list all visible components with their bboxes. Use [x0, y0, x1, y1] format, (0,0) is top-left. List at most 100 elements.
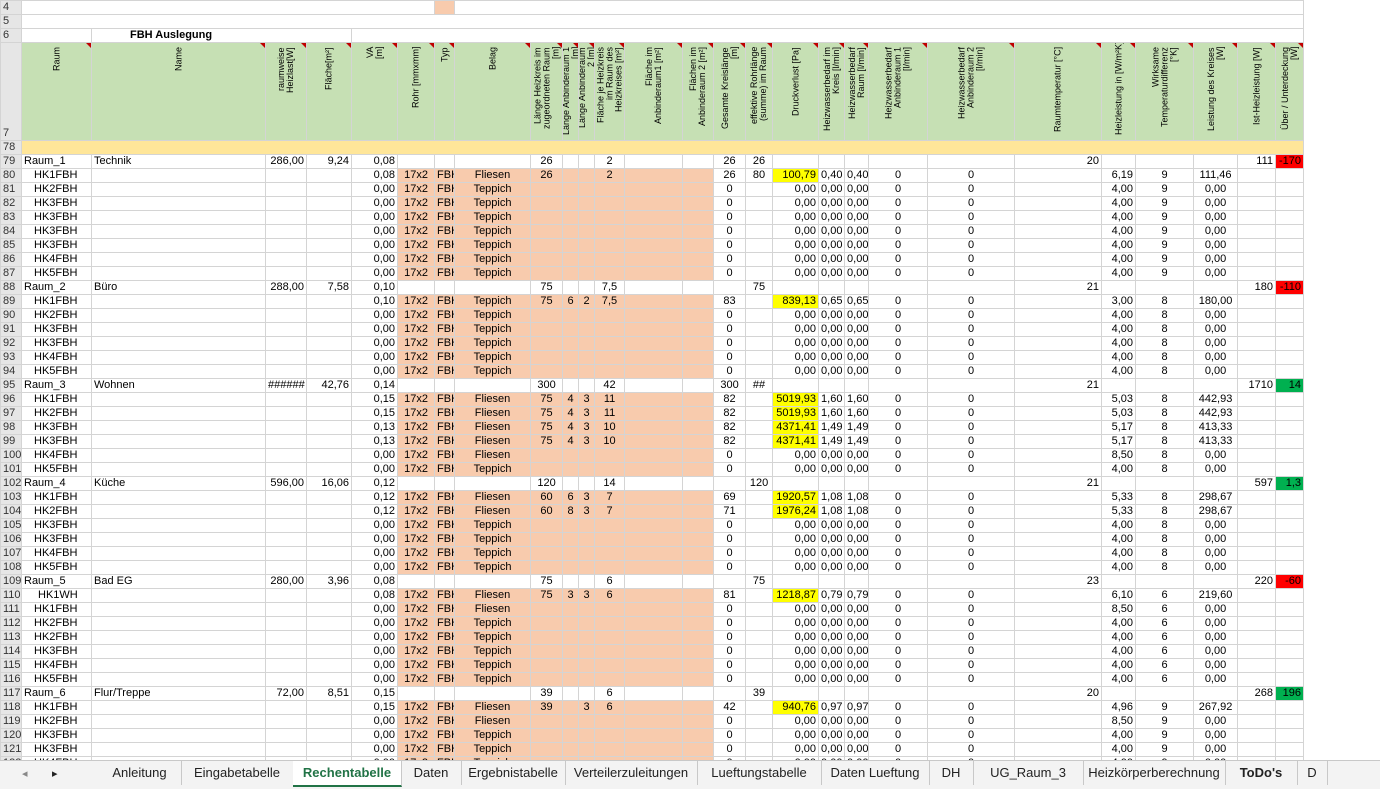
- cell-an1[interactable]: [562, 686, 580, 701]
- cell-dt[interactable]: 6: [1135, 672, 1195, 687]
- cell-va[interactable]: 0,15: [351, 700, 398, 715]
- cell-typ[interactable]: FBH: [434, 434, 456, 449]
- cell-hl[interactable]: 4,00: [1101, 658, 1137, 673]
- cell-hw[interactable]: 0,00: [818, 448, 846, 463]
- cell-ges[interactable]: 0: [713, 532, 747, 547]
- cell-a2[interactable]: 0: [927, 462, 1016, 477]
- cell-hw[interactable]: 0,00: [818, 210, 846, 225]
- cell-eff[interactable]: 120: [745, 476, 774, 491]
- cell-diff[interactable]: 196: [1275, 686, 1305, 701]
- cell-a2[interactable]: 0: [927, 322, 1016, 337]
- cell-diff[interactable]: [1275, 644, 1305, 659]
- cell-typ[interactable]: FBH: [434, 532, 456, 547]
- cell-ges[interactable]: 0: [713, 630, 747, 645]
- room-row[interactable]: 95 Raum_3 Wohnen ###### 42,76 0,14 300 42 300 ## 2…: [0, 378, 1305, 393]
- cell-fl2[interactable]: [682, 336, 715, 351]
- column-header[interactable]: Raumtemperatur [°C]: [1014, 42, 1103, 141]
- cell-a2[interactable]: 0: [927, 644, 1016, 659]
- cell-hw[interactable]: [818, 476, 846, 491]
- cell-dt[interactable]: 9: [1135, 714, 1195, 729]
- cell-fl_hk[interactable]: [594, 546, 626, 561]
- cell-ges[interactable]: 0: [713, 182, 747, 197]
- cell-va[interactable]: 0,08: [351, 574, 398, 589]
- cell-rohr[interactable]: [396, 378, 436, 393]
- cell-fl2[interactable]: [682, 686, 715, 701]
- cell-an1[interactable]: [562, 728, 580, 743]
- cell-a1[interactable]: 0: [868, 644, 929, 659]
- cell-druck[interactable]: [772, 686, 820, 701]
- cell-ges[interactable]: 300: [713, 378, 747, 393]
- sheet-tab[interactable]: Daten: [401, 761, 462, 785]
- cell-eff[interactable]: 75: [745, 280, 774, 295]
- cell-diff[interactable]: [1275, 434, 1305, 449]
- cell-diff[interactable]: [1275, 420, 1305, 435]
- cell-temp[interactable]: [1014, 448, 1103, 463]
- cell-lk[interactable]: 298,67: [1193, 490, 1239, 505]
- cell-ges[interactable]: 0: [713, 196, 747, 211]
- cell-hwr[interactable]: 0,00: [844, 196, 870, 211]
- cell-lk[interactable]: 180,00: [1193, 294, 1239, 309]
- cell-hl[interactable]: 4,00: [1101, 560, 1137, 575]
- cell-eff[interactable]: [745, 644, 774, 659]
- cell-hwr[interactable]: 0,00: [844, 182, 870, 197]
- cell-temp[interactable]: [1014, 364, 1103, 379]
- cell-an2[interactable]: [578, 168, 596, 183]
- cell-fl1[interactable]: [624, 630, 684, 645]
- cell-typ[interactable]: FBH: [434, 728, 456, 743]
- cell-belag[interactable]: Fliesen: [454, 420, 532, 435]
- cell-hw[interactable]: 0,00: [818, 182, 846, 197]
- cell-raum[interactable]: Raum_5: [21, 574, 92, 589]
- cell-fl2[interactable]: [682, 322, 715, 337]
- cell-va[interactable]: 0,15: [351, 392, 398, 407]
- cell-name[interactable]: [91, 700, 266, 715]
- cell-fl_hk[interactable]: [594, 714, 626, 729]
- cell-eff[interactable]: 26: [745, 154, 774, 169]
- cell-a1[interactable]: [868, 476, 929, 491]
- cell-heizlast[interactable]: [265, 350, 307, 365]
- cell-druck[interactable]: 940,76: [772, 700, 820, 715]
- cell-belag[interactable]: Fliesen: [454, 448, 532, 463]
- cell-lk[interactable]: 219,60: [1193, 588, 1239, 603]
- cell-a2[interactable]: [927, 154, 1016, 169]
- cell-druck[interactable]: [772, 154, 820, 169]
- cell-flaeche[interactable]: [306, 266, 352, 281]
- cell-ist[interactable]: [1237, 728, 1277, 743]
- cell-name[interactable]: [91, 560, 266, 575]
- cell-eff[interactable]: [745, 434, 774, 449]
- row-header[interactable]: 102: [0, 476, 22, 491]
- cell-fl1[interactable]: [624, 490, 684, 505]
- cell-dt[interactable]: 8: [1135, 518, 1195, 533]
- cell-rohr[interactable]: 17x2: [396, 728, 436, 743]
- cell-fl2[interactable]: [682, 224, 715, 239]
- cell-fl2[interactable]: [682, 602, 715, 617]
- cell-name[interactable]: [91, 182, 266, 197]
- cell-fl_hk[interactable]: [594, 742, 626, 757]
- cell-eff[interactable]: [745, 532, 774, 547]
- cell-temp[interactable]: 20: [1014, 686, 1103, 701]
- cell-raum[interactable]: HK4FBH: [21, 252, 92, 267]
- cell-lk[interactable]: 267,92: [1193, 700, 1239, 715]
- cell-laenge[interactable]: 26: [530, 168, 564, 183]
- cell-rohr[interactable]: 17x2: [396, 518, 436, 533]
- row-header[interactable]: 7: [0, 42, 22, 141]
- cell-fl2[interactable]: [682, 182, 715, 197]
- cell-hwr[interactable]: 0,00: [844, 728, 870, 743]
- cell-va[interactable]: 0,00: [351, 364, 398, 379]
- cell-name[interactable]: Küche: [91, 476, 266, 491]
- cell-a1[interactable]: 0: [868, 588, 929, 603]
- cell-hw[interactable]: 0,00: [818, 336, 846, 351]
- cell-an1[interactable]: [562, 462, 580, 477]
- cell-a1[interactable]: 0: [868, 392, 929, 407]
- cell-an2[interactable]: [578, 560, 596, 575]
- cell-fl_hk[interactable]: [594, 448, 626, 463]
- cell-lk[interactable]: 0,00: [1193, 644, 1239, 659]
- cell-hw[interactable]: 1,08: [818, 490, 846, 505]
- cell-ist[interactable]: [1237, 364, 1277, 379]
- cell-heizlast[interactable]: [265, 434, 307, 449]
- row-header[interactable]: 107: [0, 546, 22, 561]
- cell-fl1[interactable]: [624, 588, 684, 603]
- heating-circuit-row[interactable]: 120HK3FBH0,0017x2FBHTeppich00,000,000,00…: [0, 728, 1305, 743]
- heating-circuit-row[interactable]: 112HK2FBH0,0017x2FBHTeppich00,000,000,00…: [0, 616, 1305, 631]
- row-header[interactable]: 94: [0, 364, 22, 379]
- cell-heizlast[interactable]: [265, 560, 307, 575]
